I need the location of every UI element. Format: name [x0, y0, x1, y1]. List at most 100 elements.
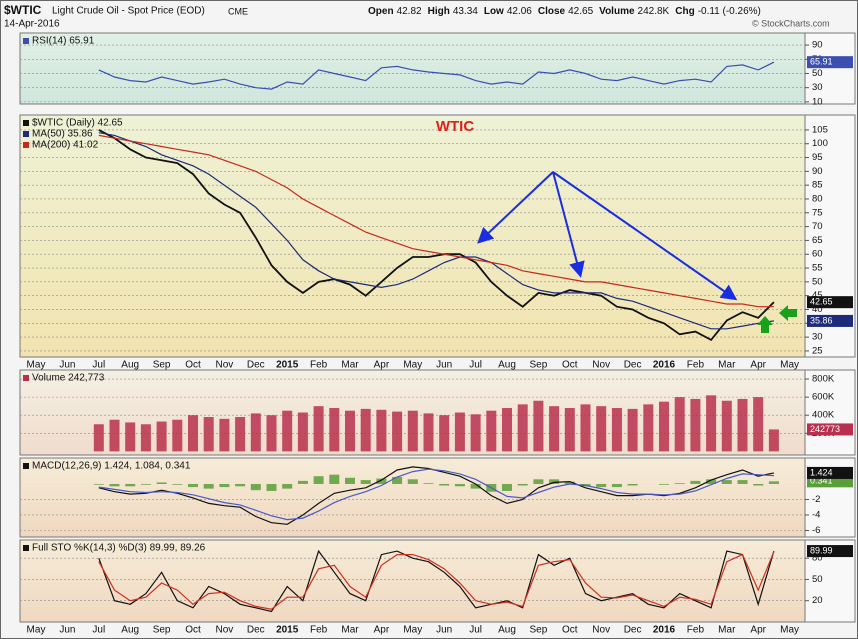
- bar: [517, 483, 528, 486]
- bar: [502, 483, 512, 491]
- bar: [706, 479, 717, 484]
- bar: [423, 483, 434, 484]
- legend-swatch: [23, 463, 29, 469]
- value-tag: [807, 56, 853, 69]
- x-tick-label: May: [27, 360, 46, 371]
- bar: [768, 481, 779, 484]
- x-tick-label: Oct: [562, 360, 578, 371]
- bar: [93, 483, 104, 485]
- bar: [188, 483, 198, 488]
- bar: [235, 483, 246, 487]
- axis-strip: [804, 32, 856, 105]
- y-tick-label: 80: [812, 193, 823, 204]
- value-tag: [807, 545, 853, 558]
- quote: Open 42.82 High 43.34 Low 42.06 Close 42.65 Volu…: [368, 6, 761, 17]
- bar: [549, 479, 560, 484]
- x-tick-label: Feb: [687, 625, 705, 636]
- y-tick-label: 45: [812, 290, 823, 301]
- bar: [392, 411, 403, 452]
- bar: [407, 479, 418, 484]
- y-tick-label: 65: [812, 235, 823, 246]
- x-tick-label: Oct: [185, 360, 201, 371]
- plot: [93, 395, 779, 452]
- bar: [235, 417, 246, 452]
- bar: [109, 419, 120, 452]
- bar: [627, 483, 638, 486]
- legend-label: MA(50) 35.86: [32, 129, 93, 140]
- y-tick-label: 800K: [812, 374, 835, 385]
- series-line: [98, 132, 774, 330]
- bar: [266, 483, 277, 491]
- bar: [392, 476, 403, 484]
- quote-label: Chg: [675, 6, 694, 17]
- green-arrow: [757, 316, 773, 333]
- x-tick-label: Feb: [310, 625, 328, 636]
- panel-bg: [19, 32, 806, 105]
- bar: [737, 398, 748, 452]
- bar: [533, 400, 544, 452]
- bar: [533, 479, 544, 484]
- x-tick-label: Dec: [624, 360, 642, 371]
- bar: [172, 419, 183, 452]
- x-tick-label: Jul: [469, 360, 482, 371]
- x-tick-label: Nov: [592, 625, 610, 636]
- bar: [470, 483, 481, 489]
- x-tick-label: Mar: [718, 360, 736, 371]
- bar: [282, 483, 293, 489]
- bar: [140, 424, 151, 452]
- bar: [706, 395, 717, 452]
- legend-swatch: [23, 38, 29, 44]
- y-tick-label: 90: [812, 166, 823, 177]
- y-tick-label: 75: [812, 207, 823, 218]
- quote-label: Volume: [599, 6, 635, 17]
- bar: [125, 483, 136, 487]
- value-tag: [807, 314, 853, 327]
- arrow: [552, 171, 585, 278]
- legend-swatch: [23, 545, 29, 551]
- legend-swatch: [23, 142, 29, 148]
- x-tick-label: Apr: [374, 360, 390, 371]
- y-tick-label: 25: [812, 345, 823, 356]
- bar: [737, 480, 748, 484]
- symbol: $WTIC: [4, 3, 42, 17]
- x-tick-label: May: [780, 360, 799, 371]
- y-tick-label: 70: [812, 221, 823, 232]
- x-tick-label: 2015: [276, 360, 299, 371]
- green-arrow: [779, 305, 797, 321]
- value-tag-label: 65.91: [810, 57, 833, 67]
- bar: [486, 410, 497, 452]
- quote-label: Close: [538, 6, 566, 17]
- y-tick-label: 95: [812, 152, 823, 163]
- bar: [659, 401, 669, 452]
- bar: [580, 404, 591, 452]
- x-tick-label: Jul: [469, 625, 482, 636]
- value-tag-label: 242773: [810, 424, 840, 434]
- x-tick-label: Mar: [341, 625, 359, 636]
- bar: [674, 483, 685, 484]
- value-tag-label: 0.341: [810, 476, 833, 486]
- y-tick-label: 50: [812, 276, 823, 287]
- x-tick-label: Oct: [185, 625, 201, 636]
- y-tick-label: 400K: [812, 410, 835, 421]
- bar: [172, 483, 183, 485]
- x-tick-label: Jul: [92, 360, 105, 371]
- bar: [454, 412, 465, 452]
- legend-label: $WTIC (Daily) 42.65: [32, 118, 123, 129]
- bar: [140, 483, 151, 485]
- exchange: CME: [228, 6, 248, 16]
- annotation: WTIC: [436, 118, 474, 135]
- x-tick-label: Aug: [498, 360, 516, 371]
- x-tick-label: Sep: [530, 360, 548, 371]
- bar: [376, 478, 387, 484]
- panel-title: MACD(12,26,9) 1.424, 1.084, 0.341: [32, 461, 191, 472]
- bar: [753, 397, 764, 452]
- bar: [564, 481, 575, 484]
- quote-value: 42.06: [507, 6, 532, 17]
- legend-swatch: [23, 375, 29, 381]
- y-tick-label: 30: [812, 82, 823, 93]
- bar: [313, 406, 324, 452]
- x-tick-label: Apr: [374, 625, 390, 636]
- value-tag-label: 89.99: [810, 545, 833, 555]
- bar: [423, 413, 434, 452]
- bar: [250, 483, 261, 491]
